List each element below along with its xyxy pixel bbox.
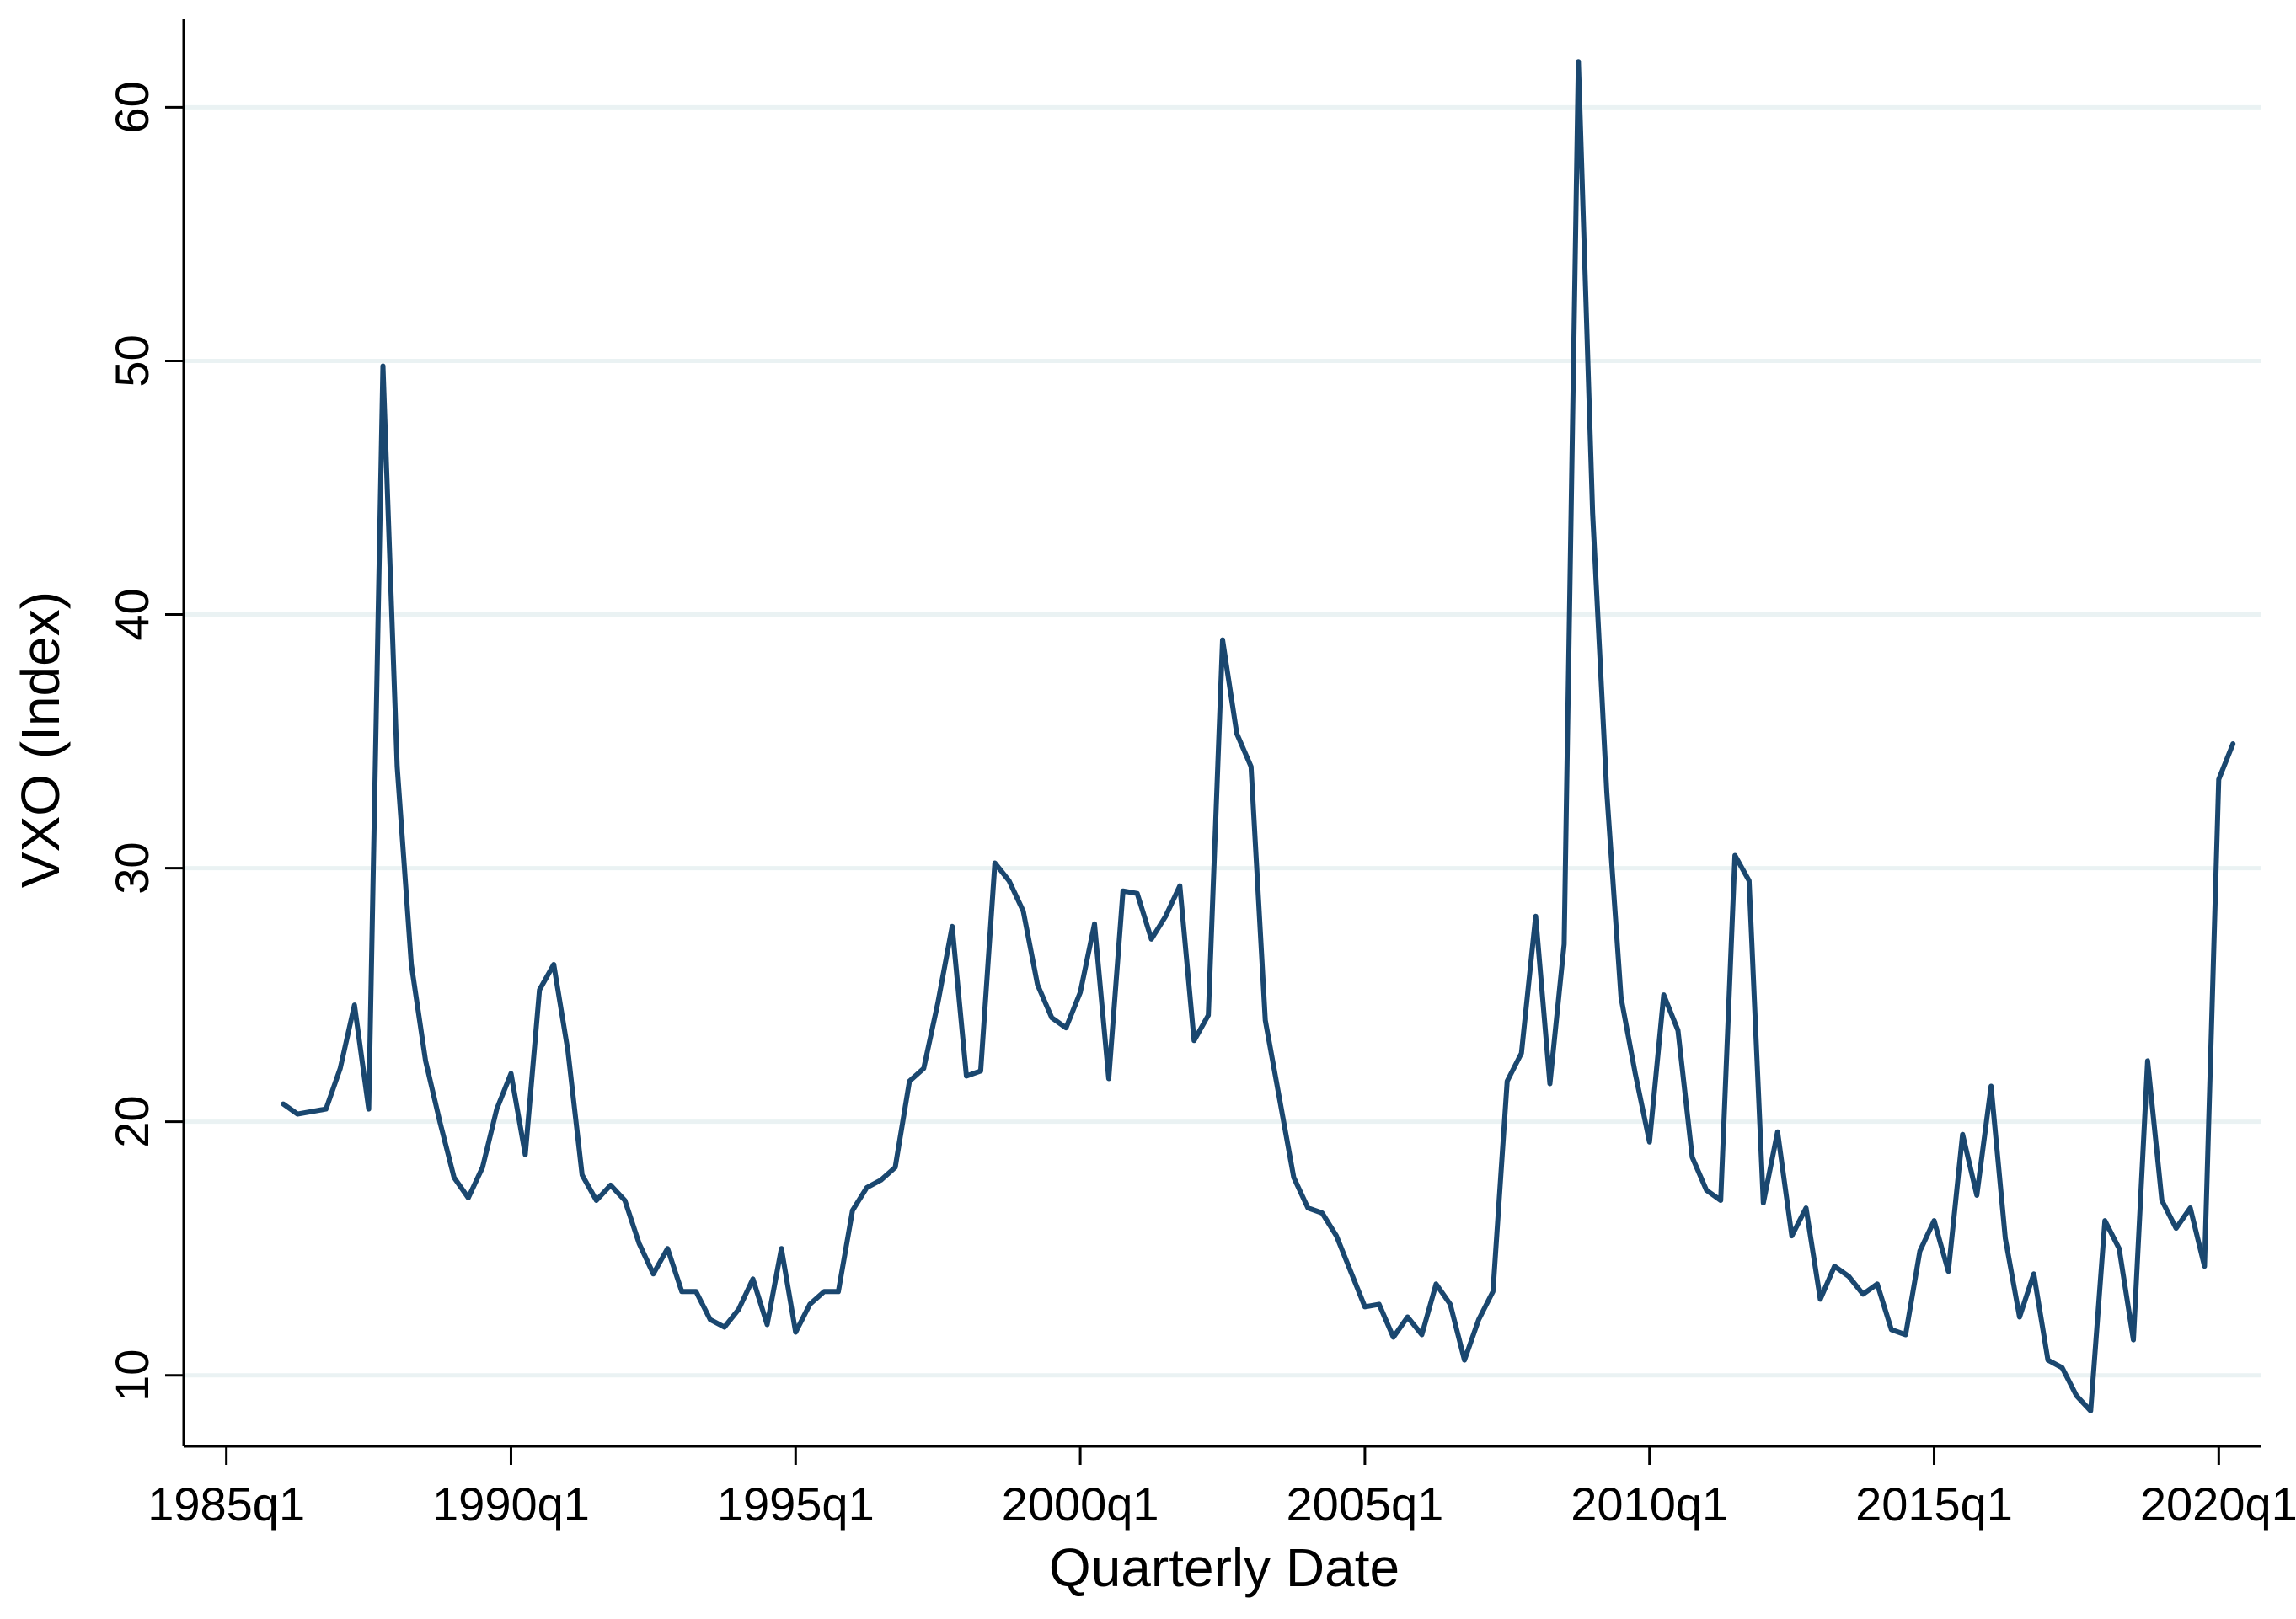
x-tick-label-2020q1: 2020q1 (2140, 1477, 2296, 1531)
x-tick-label-1990q1: 1990q1 (432, 1477, 590, 1531)
x-tick-label-2000q1: 2000q1 (1002, 1477, 1159, 1531)
x-tick-labels: 1985q1 1990q1 1995q1 2000q1 2005q1 2010q1 2015… (147, 1477, 2296, 1531)
x-tick-label-2005q1: 2005q1 (1286, 1477, 1443, 1531)
tick-marks (165, 105, 2220, 1465)
y-tick-label-30: 30 (105, 842, 158, 894)
y-tick-label-60: 60 (105, 81, 158, 133)
x-tick-label-1985q1: 1985q1 (147, 1477, 305, 1531)
y-tick-label-10: 10 (105, 1349, 158, 1402)
y-tick-label-50: 50 (105, 334, 158, 387)
y-axis-title: VXO (Index) (10, 591, 71, 888)
y-tick-label-20: 20 (105, 1095, 158, 1147)
x-tick-label-2015q1: 2015q1 (1855, 1477, 2013, 1531)
x-tick-label-2010q1: 2010q1 (1571, 1477, 1728, 1531)
y-tick-label-40: 40 (105, 588, 158, 640)
series-line-0 (281, 59, 2236, 1413)
series-group (281, 59, 2236, 1413)
y-tick-labels: 10 20 30 40 50 60 (105, 81, 158, 1402)
axes (182, 19, 2261, 1448)
x-axis-title: Quarterly Date (1049, 1537, 1400, 1598)
x-tick-label-1995q1: 1995q1 (717, 1477, 875, 1531)
